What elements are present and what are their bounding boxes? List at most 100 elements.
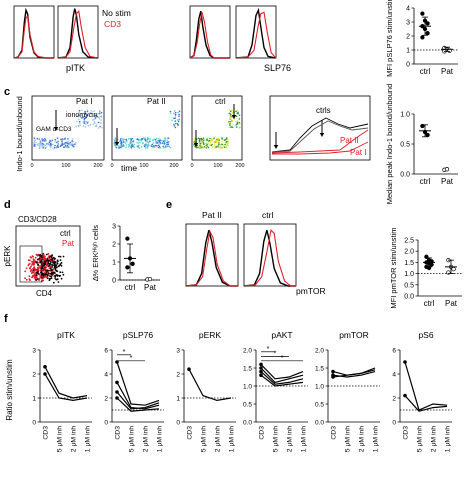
calcium-event bbox=[125, 146, 127, 149]
y-tick-label: 4 bbox=[406, 6, 410, 13]
calcium-event bbox=[61, 142, 64, 144]
calcium-event bbox=[198, 146, 200, 148]
calcium-event bbox=[51, 139, 54, 142]
calcium-event bbox=[81, 117, 83, 119]
flow-event bbox=[24, 277, 26, 280]
flow-event bbox=[55, 274, 58, 276]
calcium-event bbox=[228, 126, 230, 129]
time-tick-label: 100 bbox=[139, 163, 148, 169]
flow-event bbox=[46, 274, 49, 276]
flow-event bbox=[28, 278, 31, 280]
calcium-event bbox=[169, 112, 172, 115]
histogram-curve-right-red bbox=[235, 11, 277, 59]
calcium-event bbox=[76, 120, 78, 123]
calcium-event bbox=[151, 145, 154, 148]
panel-title-ctrl: ctrl bbox=[262, 210, 273, 220]
calcium-event bbox=[87, 124, 90, 127]
histogram-curve-right bbox=[57, 8, 99, 59]
flow-event bbox=[48, 279, 51, 282]
calcium-event bbox=[56, 141, 58, 144]
flow-event bbox=[52, 260, 55, 262]
calcium-event bbox=[81, 109, 83, 112]
calcium-event bbox=[52, 147, 55, 149]
calcium-event bbox=[137, 138, 139, 141]
inhibitor-panel-pmtor: pmTOR 0.0 0.5 1.0 1.5 2.0 CD3 5 μM inh 2 μM inh 1… bbox=[315, 330, 380, 452]
calcium-event bbox=[42, 139, 44, 141]
flow-event bbox=[46, 276, 48, 279]
calcium-event bbox=[67, 143, 70, 145]
data-point bbox=[403, 360, 407, 364]
calcium-event bbox=[166, 145, 168, 148]
calcium-event bbox=[177, 120, 180, 123]
calcium-event bbox=[153, 138, 156, 141]
calcium-event bbox=[213, 141, 215, 143]
flow-event bbox=[43, 255, 46, 258]
x-tick-label: 1 μM inh bbox=[85, 426, 92, 452]
hist-frame bbox=[185, 223, 239, 287]
scatter-median-peak: 0.0 0.5 1.0 ctrl Pat Median peak Indo-1 bound… bbox=[385, 84, 458, 204]
calcium-event bbox=[129, 145, 132, 148]
calcium-event bbox=[162, 140, 165, 143]
calcium-event bbox=[129, 137, 131, 140]
calcium-event bbox=[206, 147, 209, 149]
x-tick-label: Pat bbox=[441, 177, 454, 186]
flow-event bbox=[29, 270, 32, 273]
calcium-event bbox=[171, 119, 173, 122]
calcium-event bbox=[174, 111, 177, 114]
calcium-event bbox=[122, 138, 124, 140]
flow-gate bbox=[19, 245, 43, 283]
panel-title-pat1: Pat I bbox=[76, 97, 92, 106]
calcium-event bbox=[230, 118, 232, 120]
flow-event bbox=[49, 277, 52, 280]
data-point bbox=[147, 276, 153, 282]
calcium-event bbox=[193, 144, 195, 146]
calcium-event bbox=[142, 137, 145, 139]
y-tick-label: 0 bbox=[176, 420, 180, 427]
y-tick-label: 1.0 bbox=[400, 112, 410, 119]
calcium-event bbox=[71, 144, 73, 146]
calcium-event bbox=[125, 138, 128, 141]
calcium-event bbox=[90, 110, 92, 112]
calcium-event bbox=[79, 116, 82, 119]
calcium-event bbox=[167, 137, 169, 139]
calcium-event bbox=[227, 142, 230, 144]
calcium-event bbox=[60, 138, 62, 141]
calcium-event bbox=[120, 138, 122, 140]
calcium-event bbox=[139, 141, 141, 144]
calcium-event bbox=[131, 145, 134, 148]
y-axis-label: Indo-1 bound/unbound bbox=[15, 96, 24, 172]
calcium-event bbox=[238, 127, 241, 129]
flow-event bbox=[62, 255, 65, 258]
x-tick-label: 5 μM inh bbox=[57, 426, 64, 452]
calcium-event bbox=[100, 119, 102, 121]
calcium-event bbox=[64, 138, 67, 141]
donor-line bbox=[116, 391, 160, 410]
calcium-trace bbox=[272, 141, 369, 155]
calcium-event bbox=[145, 146, 147, 148]
flow-event bbox=[40, 264, 42, 267]
calcium-event bbox=[64, 144, 67, 147]
hist-frame bbox=[57, 5, 99, 59]
flow-event bbox=[49, 255, 52, 258]
calcium-event bbox=[130, 147, 133, 149]
donor-line bbox=[404, 395, 448, 412]
flow-event bbox=[33, 270, 36, 272]
flow-event bbox=[47, 272, 50, 275]
calcium-event bbox=[226, 138, 229, 141]
y-tick-label: 0.5 bbox=[315, 402, 324, 409]
flow-event bbox=[51, 254, 53, 257]
panel-title: pAKT bbox=[271, 330, 292, 340]
arrow-head bbox=[273, 145, 279, 149]
flow-event bbox=[25, 278, 28, 281]
flow-event bbox=[54, 261, 57, 264]
calcium-event bbox=[114, 137, 117, 139]
y-tick-label: 2 bbox=[112, 242, 116, 249]
y-axis-label: MFI pmTOR stim/unstim bbox=[389, 227, 398, 308]
y-tick-label: 0.0 bbox=[315, 420, 324, 427]
calcium-event bbox=[200, 139, 203, 141]
y-tick-label: 3 bbox=[32, 348, 36, 355]
y-tick-label: 0 bbox=[32, 420, 36, 427]
calcium-event bbox=[113, 143, 115, 145]
y-axis-label: ∆% ERKᴴⁱᵍʰ cells bbox=[91, 225, 100, 281]
